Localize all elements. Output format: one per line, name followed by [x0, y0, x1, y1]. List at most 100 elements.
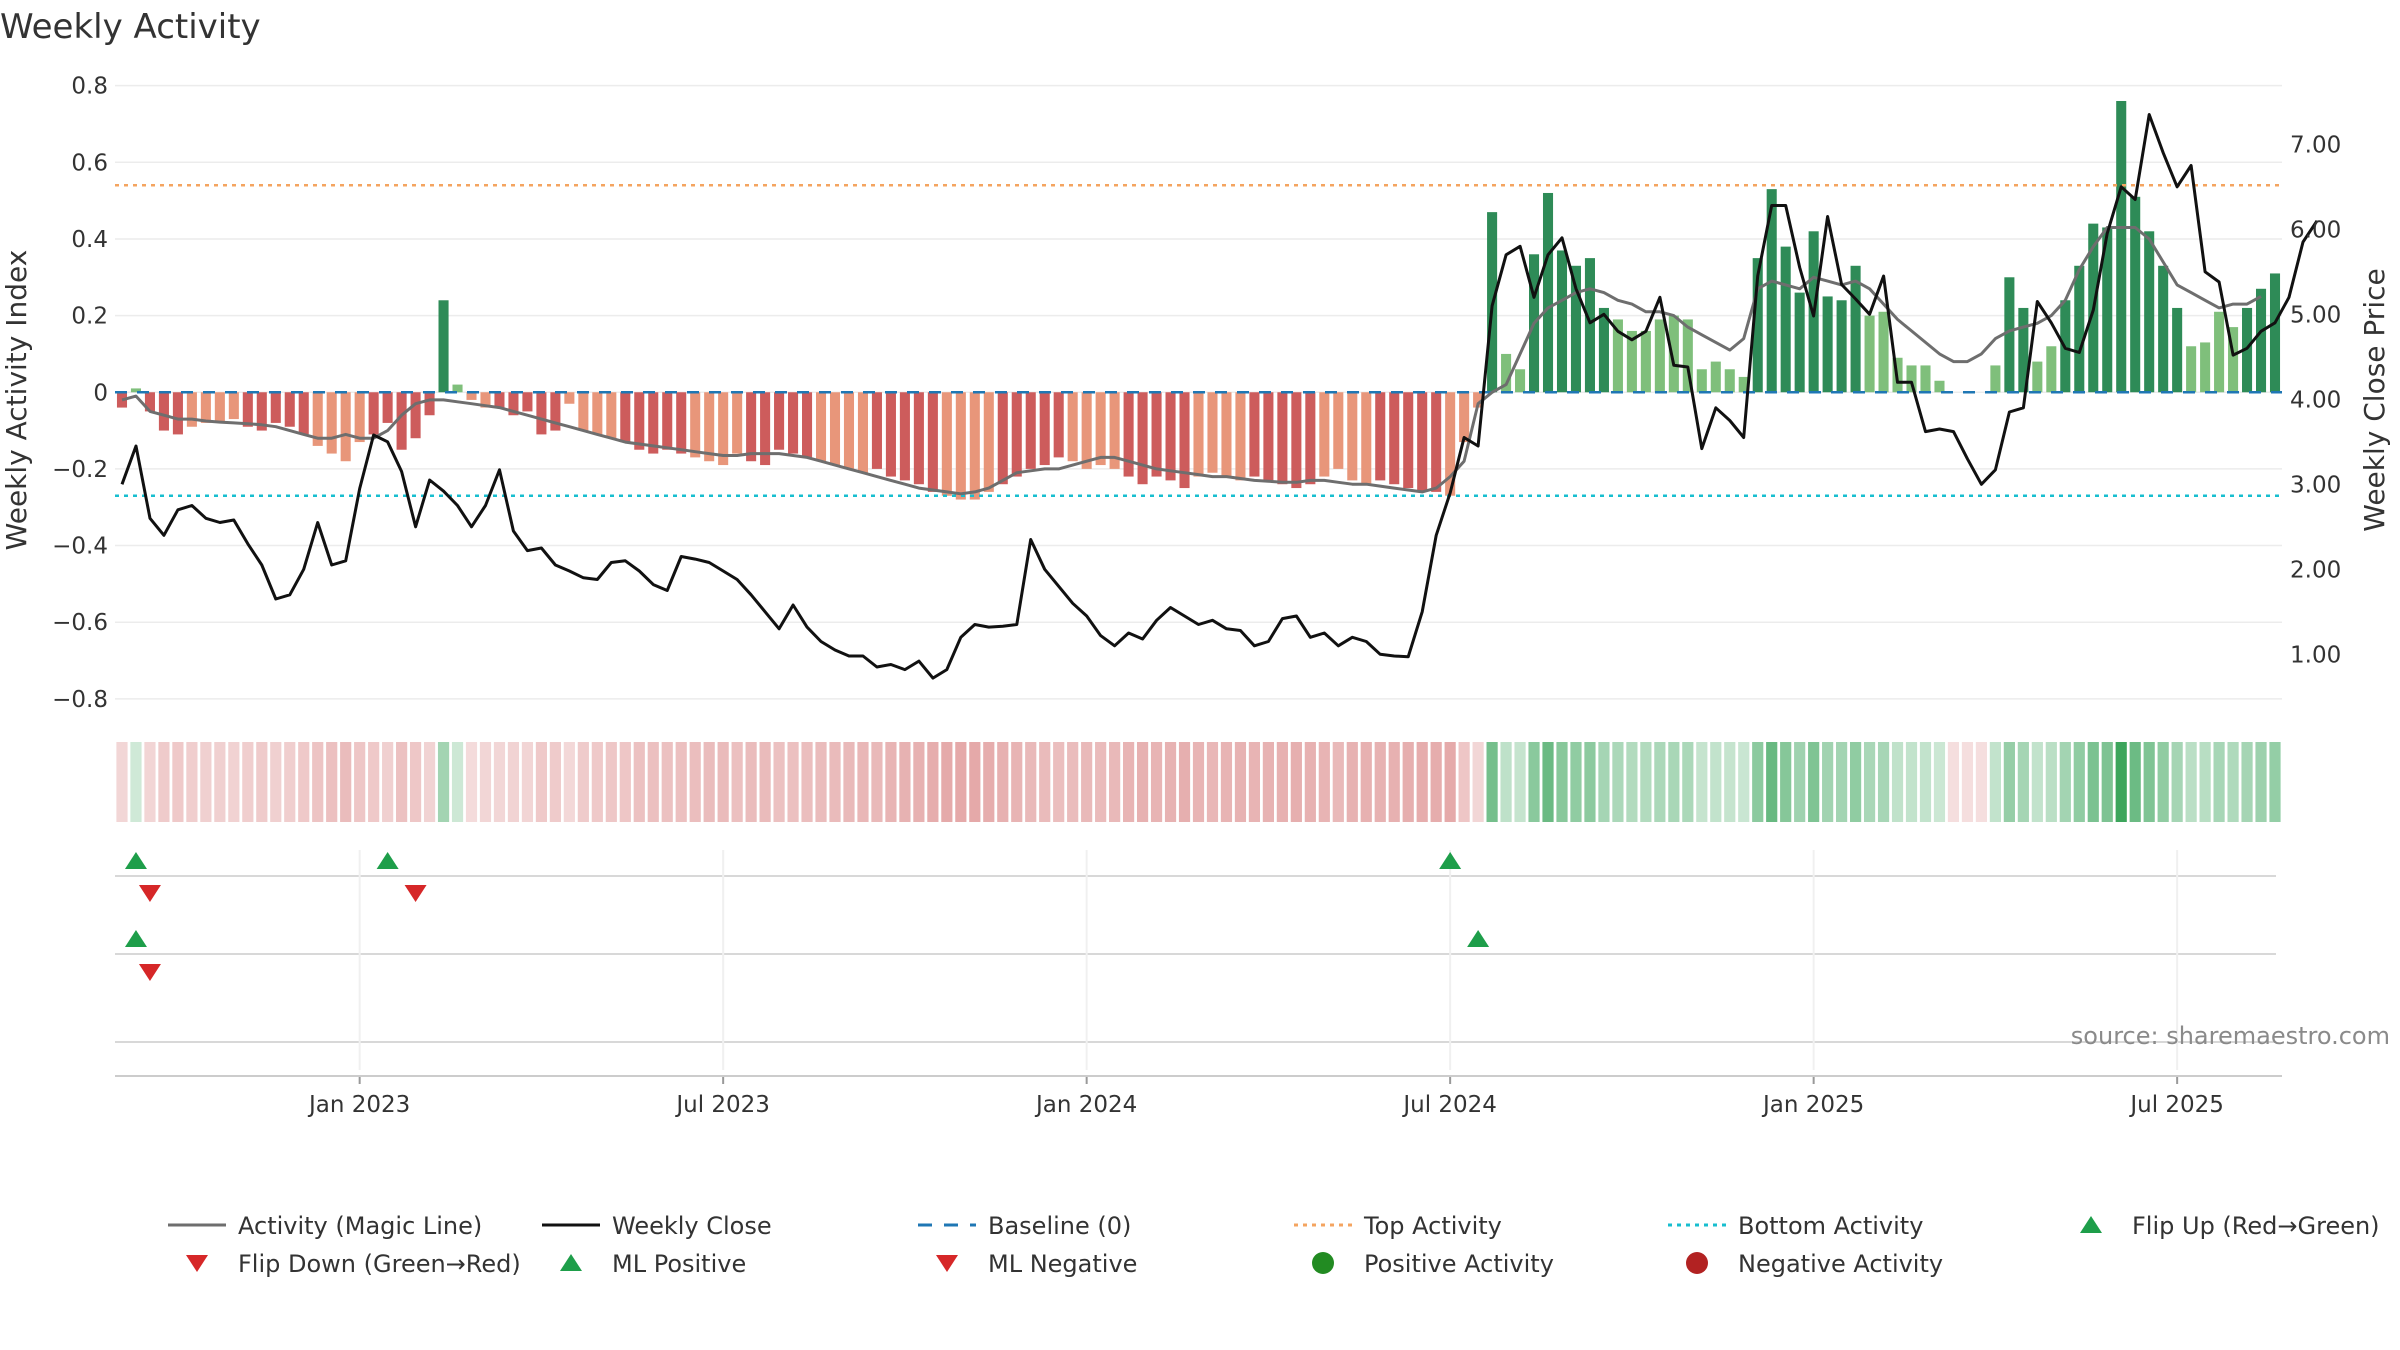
y2-tick-label: 5.00	[2290, 302, 2341, 328]
activity-bar	[1011, 392, 1022, 477]
heat-cell	[493, 742, 506, 822]
legend-label: Top Activity	[1363, 1212, 1502, 1240]
flip-up-marker	[1439, 852, 1462, 869]
activity-bar	[1766, 189, 1777, 393]
heat-cell	[535, 742, 548, 822]
heat-cell	[549, 742, 561, 822]
heat-cell	[1668, 742, 1680, 822]
legend-item: ML Positive	[560, 1250, 746, 1278]
activity-bar	[955, 392, 966, 500]
legend-label: ML Negative	[988, 1250, 1137, 1278]
activity-bar	[802, 392, 813, 458]
activity-bar	[690, 392, 701, 458]
activity-bar	[270, 392, 281, 423]
heat-cell	[2087, 742, 2099, 822]
activity-bar	[1752, 258, 1763, 393]
y-tick-label: 0	[93, 380, 108, 406]
heat-cell	[1863, 742, 1876, 822]
activity-bar	[256, 392, 267, 431]
activity-bar	[648, 392, 659, 454]
heat-cell	[1346, 742, 1358, 822]
heat-cell	[675, 742, 687, 822]
activity-bar	[1445, 392, 1456, 496]
heat-cell	[2003, 742, 2015, 822]
legend-label: Baseline (0)	[988, 1212, 1131, 1240]
axes: 0.8 0.6 0.4 0.2 0 −0.2 −0.4 −0.6 −0.8 7.00 6.00 5.0…	[52, 74, 2341, 1118]
activity-bar	[1067, 392, 1078, 462]
activity-bar	[522, 392, 533, 412]
activity-bar	[2214, 311, 2225, 393]
heat-cell	[1472, 742, 1484, 822]
y2-tick-label: 3.00	[2290, 472, 2341, 498]
heat-cell	[1304, 742, 1316, 822]
activity-bar	[2186, 346, 2197, 393]
activity-bar	[214, 392, 225, 423]
heat-cell	[577, 742, 589, 822]
activity-bar	[410, 392, 421, 439]
heat-cell	[2143, 742, 2155, 822]
activity-bar	[186, 392, 197, 427]
heat-cell	[885, 742, 897, 822]
activity-bar	[452, 384, 463, 393]
heat-cell	[1654, 742, 1666, 822]
heat-cell	[186, 742, 198, 822]
heat-cell	[1500, 742, 1512, 822]
activity-bar	[284, 392, 295, 427]
activity-bar	[1109, 392, 1120, 469]
chart-title: Weekly Activity	[0, 7, 261, 47]
activity-bar	[634, 392, 645, 450]
activity-bar	[2144, 231, 2155, 393]
legend-item: Positive Activity	[1312, 1250, 1554, 1278]
heat-cell	[913, 742, 925, 822]
activity-bar	[606, 392, 617, 439]
y-tick-label: −0.6	[52, 610, 108, 636]
activity-bar	[494, 392, 505, 408]
activity-bar	[1277, 392, 1288, 485]
flip-up-marker	[2080, 1216, 2102, 1233]
activity-bar	[1570, 265, 1582, 393]
heat-cell	[801, 742, 813, 822]
activity-bar	[983, 392, 994, 492]
heat-cell	[1570, 742, 1582, 822]
activity-bar	[1724, 369, 1735, 393]
activity-bar	[1137, 392, 1148, 485]
heat-cell	[1612, 742, 1624, 822]
y2-axis-title: Weekly Close Price	[2358, 268, 2391, 531]
activity-bar	[1375, 392, 1386, 481]
heat-cell	[1136, 742, 1149, 822]
legend-item: Top Activity	[1294, 1212, 1502, 1240]
heat-cell	[829, 742, 841, 822]
activity-bar	[1123, 392, 1134, 477]
activity-bar	[2269, 273, 2281, 393]
activity-bar	[144, 392, 155, 412]
activity-bar	[927, 392, 938, 492]
heat-cell	[1584, 742, 1596, 822]
legend-label: ML Positive	[612, 1250, 746, 1278]
heat-cell	[1150, 742, 1163, 822]
heat-cell	[1891, 742, 1904, 822]
activity-bar	[564, 392, 575, 404]
activity-bar	[466, 392, 477, 400]
y-axis-title: Weekly Activity Index	[0, 250, 33, 551]
activity-bar	[1598, 307, 1609, 393]
activity-bar	[1263, 392, 1274, 481]
activity-bar	[1682, 319, 1693, 393]
heat-cell	[1682, 742, 1694, 822]
y2-tick-label: 2.00	[2290, 557, 2341, 583]
heat-cell	[1388, 742, 1400, 822]
activity-bar	[1822, 296, 1833, 393]
legend-label: Bottom Activity	[1738, 1212, 1923, 1240]
activity-bar	[1039, 392, 1050, 466]
y2-tick-label: 4.00	[2290, 387, 2341, 413]
heat-cell	[270, 742, 282, 822]
heat-cell	[382, 742, 394, 822]
activity-bar	[200, 392, 211, 423]
heat-cell	[1836, 742, 1848, 822]
heat-cell	[591, 742, 603, 822]
heat-cell	[2031, 742, 2043, 822]
activity-bar	[899, 392, 910, 481]
heat-cell	[1738, 742, 1750, 822]
y-tick-label: −0.2	[52, 457, 108, 483]
activity-bar	[1417, 392, 1428, 492]
activity-bar	[1347, 392, 1358, 481]
